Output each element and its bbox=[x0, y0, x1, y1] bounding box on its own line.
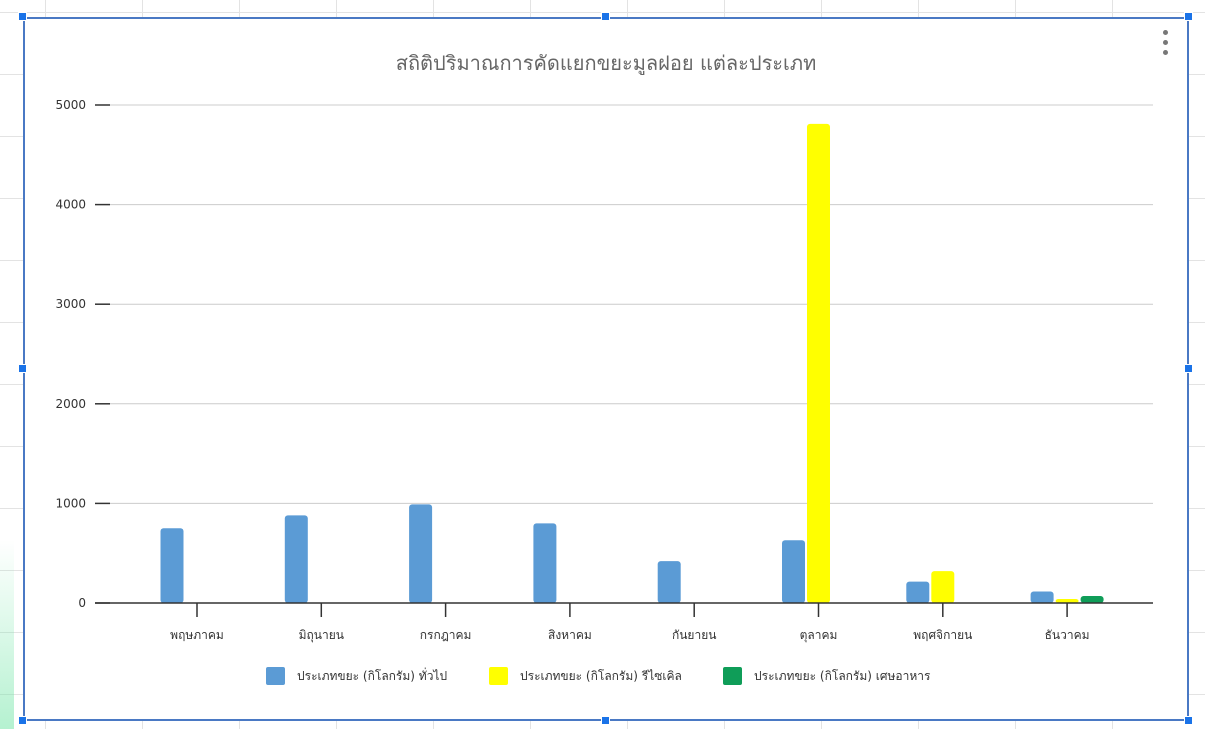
resize-handle-top-right[interactable] bbox=[1184, 12, 1193, 21]
legend-label: ประเภทขยะ (กิโลกรัม) รีไซเคิล bbox=[520, 669, 682, 683]
chart-title: สถิติปริมาณการคัดแยกขยะมูลฝอย แต่ละประเภ… bbox=[396, 51, 817, 76]
resize-handle-bottom-right[interactable] bbox=[1184, 716, 1193, 725]
bar bbox=[284, 515, 308, 603]
bar bbox=[906, 581, 930, 603]
x-tick-label: มิถุนายน bbox=[299, 628, 344, 643]
x-tick-label: พฤศจิกายน bbox=[913, 628, 972, 642]
resize-handle-middle-right[interactable] bbox=[1184, 364, 1193, 373]
bar bbox=[657, 561, 681, 603]
resize-handle-bottom-left[interactable] bbox=[18, 716, 27, 725]
resize-handle-top-center[interactable] bbox=[601, 12, 610, 21]
legend-swatch bbox=[266, 667, 285, 685]
y-tick-label: 1000 bbox=[55, 496, 86, 510]
bar bbox=[807, 123, 830, 603]
x-tick-label: กันยายน bbox=[672, 628, 716, 642]
legend-label: ประเภทขยะ (กิโลกรัม) เศษอาหาร bbox=[754, 669, 931, 683]
y-tick-label: 0 bbox=[78, 596, 86, 610]
bar bbox=[1030, 591, 1054, 603]
legend-label: ประเภทขยะ (กิโลกรัม) ทั่วไป bbox=[297, 667, 447, 683]
x-tick-label: สิงหาคม bbox=[548, 628, 592, 642]
x-tick-label: กรกฎาคม bbox=[420, 628, 472, 642]
x-tick-label: พฤษภาคม bbox=[170, 628, 224, 642]
bar bbox=[533, 523, 557, 603]
bar bbox=[782, 540, 805, 603]
bar bbox=[1055, 599, 1079, 603]
window-edge-accent bbox=[0, 540, 14, 729]
x-tick-label: ธันวาคม bbox=[1045, 628, 1090, 642]
x-tick-label: ตุลาคม bbox=[800, 628, 838, 643]
bar bbox=[160, 528, 184, 603]
bar bbox=[409, 504, 433, 603]
resize-handle-middle-left[interactable] bbox=[18, 364, 27, 373]
y-tick-label: 2000 bbox=[55, 397, 86, 411]
legend-swatch bbox=[489, 667, 508, 685]
resize-handle-bottom-center[interactable] bbox=[601, 716, 610, 725]
legend-swatch bbox=[723, 667, 742, 685]
resize-handle-top-left[interactable] bbox=[18, 12, 27, 21]
bar bbox=[1080, 596, 1104, 603]
y-tick-label: 5000 bbox=[55, 98, 86, 112]
bar bbox=[931, 571, 955, 603]
chart-menu-icon[interactable] bbox=[1158, 28, 1174, 60]
y-tick-label: 3000 bbox=[55, 297, 86, 311]
y-tick-label: 4000 bbox=[55, 198, 86, 212]
